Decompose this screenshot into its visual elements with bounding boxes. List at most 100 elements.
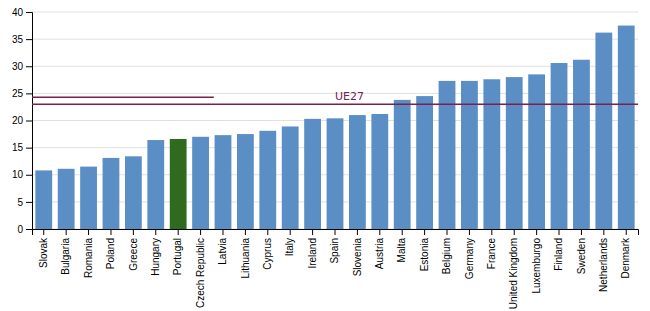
y-tick-mark (26, 202, 32, 203)
x-tick: Cyprus (262, 229, 273, 270)
bar (58, 169, 75, 229)
bar (80, 167, 97, 229)
x-tick-mark (110, 229, 111, 235)
bar (35, 170, 52, 229)
x-tick: Sweden (576, 229, 587, 274)
y-tick-mark (26, 175, 32, 176)
y-tick-label: 20 (12, 115, 24, 126)
x-tick: Belgium (441, 229, 452, 274)
x-tick-mark (133, 229, 134, 235)
x-tick-label: France (486, 238, 497, 270)
x-tick-label: Denmark (620, 237, 631, 279)
reference-label: UE27 (335, 90, 364, 103)
x-tick-label: Spain (329, 238, 340, 264)
y-tick-mark (26, 121, 32, 122)
y-axis: 0 5 10 15 20 25 30 35 40 (12, 7, 33, 235)
x-tick: Romania (83, 229, 94, 278)
y-tick: 0 (17, 224, 32, 235)
x-tick: France (486, 229, 497, 269)
x-tick-mark (491, 229, 492, 235)
x-tick: Slovak (38, 229, 49, 268)
x-tick: Czech Republic (195, 229, 206, 308)
y-tick-mark (26, 93, 32, 94)
x-tick: Luxemburgo (531, 229, 542, 294)
x-tick-mark (514, 229, 515, 235)
x-tick-mark (559, 229, 560, 235)
y-tick-label: 25 (12, 88, 24, 99)
y-tick: 15 (12, 142, 32, 153)
y-tick-mark (26, 148, 32, 149)
bar (618, 26, 635, 229)
bar (349, 115, 366, 229)
x-tick-label: Austria (374, 238, 385, 270)
x-tick: Denmark (620, 229, 631, 279)
x-tick: Germany (464, 229, 475, 279)
x-tick-label: Finland (553, 238, 564, 271)
x-tick-label: Lithuania (240, 238, 251, 279)
x-tick: Austria (374, 229, 385, 269)
x-tick-label: Netherlands (598, 238, 609, 292)
grid-line (32, 66, 638, 67)
x-tick: Slovenia (352, 229, 363, 276)
x-tick: Poland (105, 229, 116, 269)
bar (259, 131, 276, 229)
bar (461, 81, 478, 229)
x-tick-label: Ireland (307, 238, 318, 269)
x-tick-mark (66, 229, 67, 235)
x-tick-mark (469, 229, 470, 235)
bar (327, 118, 344, 229)
x-axis-line (33, 230, 639, 236)
bar (304, 119, 321, 229)
y-tick-label: 10 (12, 169, 24, 180)
x-tick-mark (581, 229, 582, 235)
x-tick-mark (88, 229, 89, 235)
x-tick-label: Germany (464, 238, 475, 279)
bar (147, 140, 164, 229)
y-tick-label: 40 (12, 7, 24, 18)
bar (573, 60, 590, 229)
x-tick: Malta (396, 229, 407, 262)
y-tick: 35 (12, 34, 32, 45)
x-tick-label: Portugal (172, 238, 183, 275)
x-tick-label: Bulgaria (60, 238, 71, 275)
y-tick: 10 (12, 169, 32, 180)
x-tick-label: Sweden (576, 238, 587, 274)
x-tick: Netherlands (598, 229, 609, 292)
bar (237, 134, 254, 229)
y-tick-mark (26, 12, 32, 13)
x-tick-mark (424, 229, 425, 235)
x-tick-mark (335, 229, 336, 235)
x-tick: Hungary (150, 229, 161, 276)
y-tick: 30 (12, 61, 32, 72)
x-tick-mark (626, 229, 627, 235)
x-tick-mark (245, 229, 246, 235)
x-tick-label: Romania (83, 238, 94, 278)
x-tick-label: Czech Republic (195, 238, 206, 308)
bar (416, 96, 433, 229)
reference-line (32, 103, 638, 105)
bar (103, 158, 120, 229)
x-tick-mark (222, 229, 223, 235)
y-tick: 40 (12, 7, 32, 18)
x-tick: United Kingdom (508, 229, 519, 309)
x-tick: Finland (553, 229, 564, 271)
y-tick-label: 35 (12, 34, 24, 45)
bar (215, 135, 232, 229)
grid-line (32, 39, 638, 40)
y-tick-mark (26, 39, 32, 40)
x-tick: Latvia (217, 229, 228, 265)
bar (483, 79, 500, 229)
x-tick: Lithuania (240, 229, 251, 279)
bar (528, 74, 545, 229)
x-tick-label: United Kingdom (508, 238, 519, 309)
bar (125, 156, 142, 229)
x-tick-mark (357, 229, 358, 235)
bars (32, 26, 638, 229)
x-axis: SlovakBulgariaRomaniaPolandGreeceHungary… (33, 229, 639, 309)
bar (282, 126, 299, 229)
grid-line (32, 12, 638, 13)
x-tick-label: Estonia (419, 238, 430, 272)
x-tick-label: Slovak (38, 237, 49, 268)
y-tick-mark (26, 66, 32, 67)
y-tick: 5 (17, 197, 32, 208)
